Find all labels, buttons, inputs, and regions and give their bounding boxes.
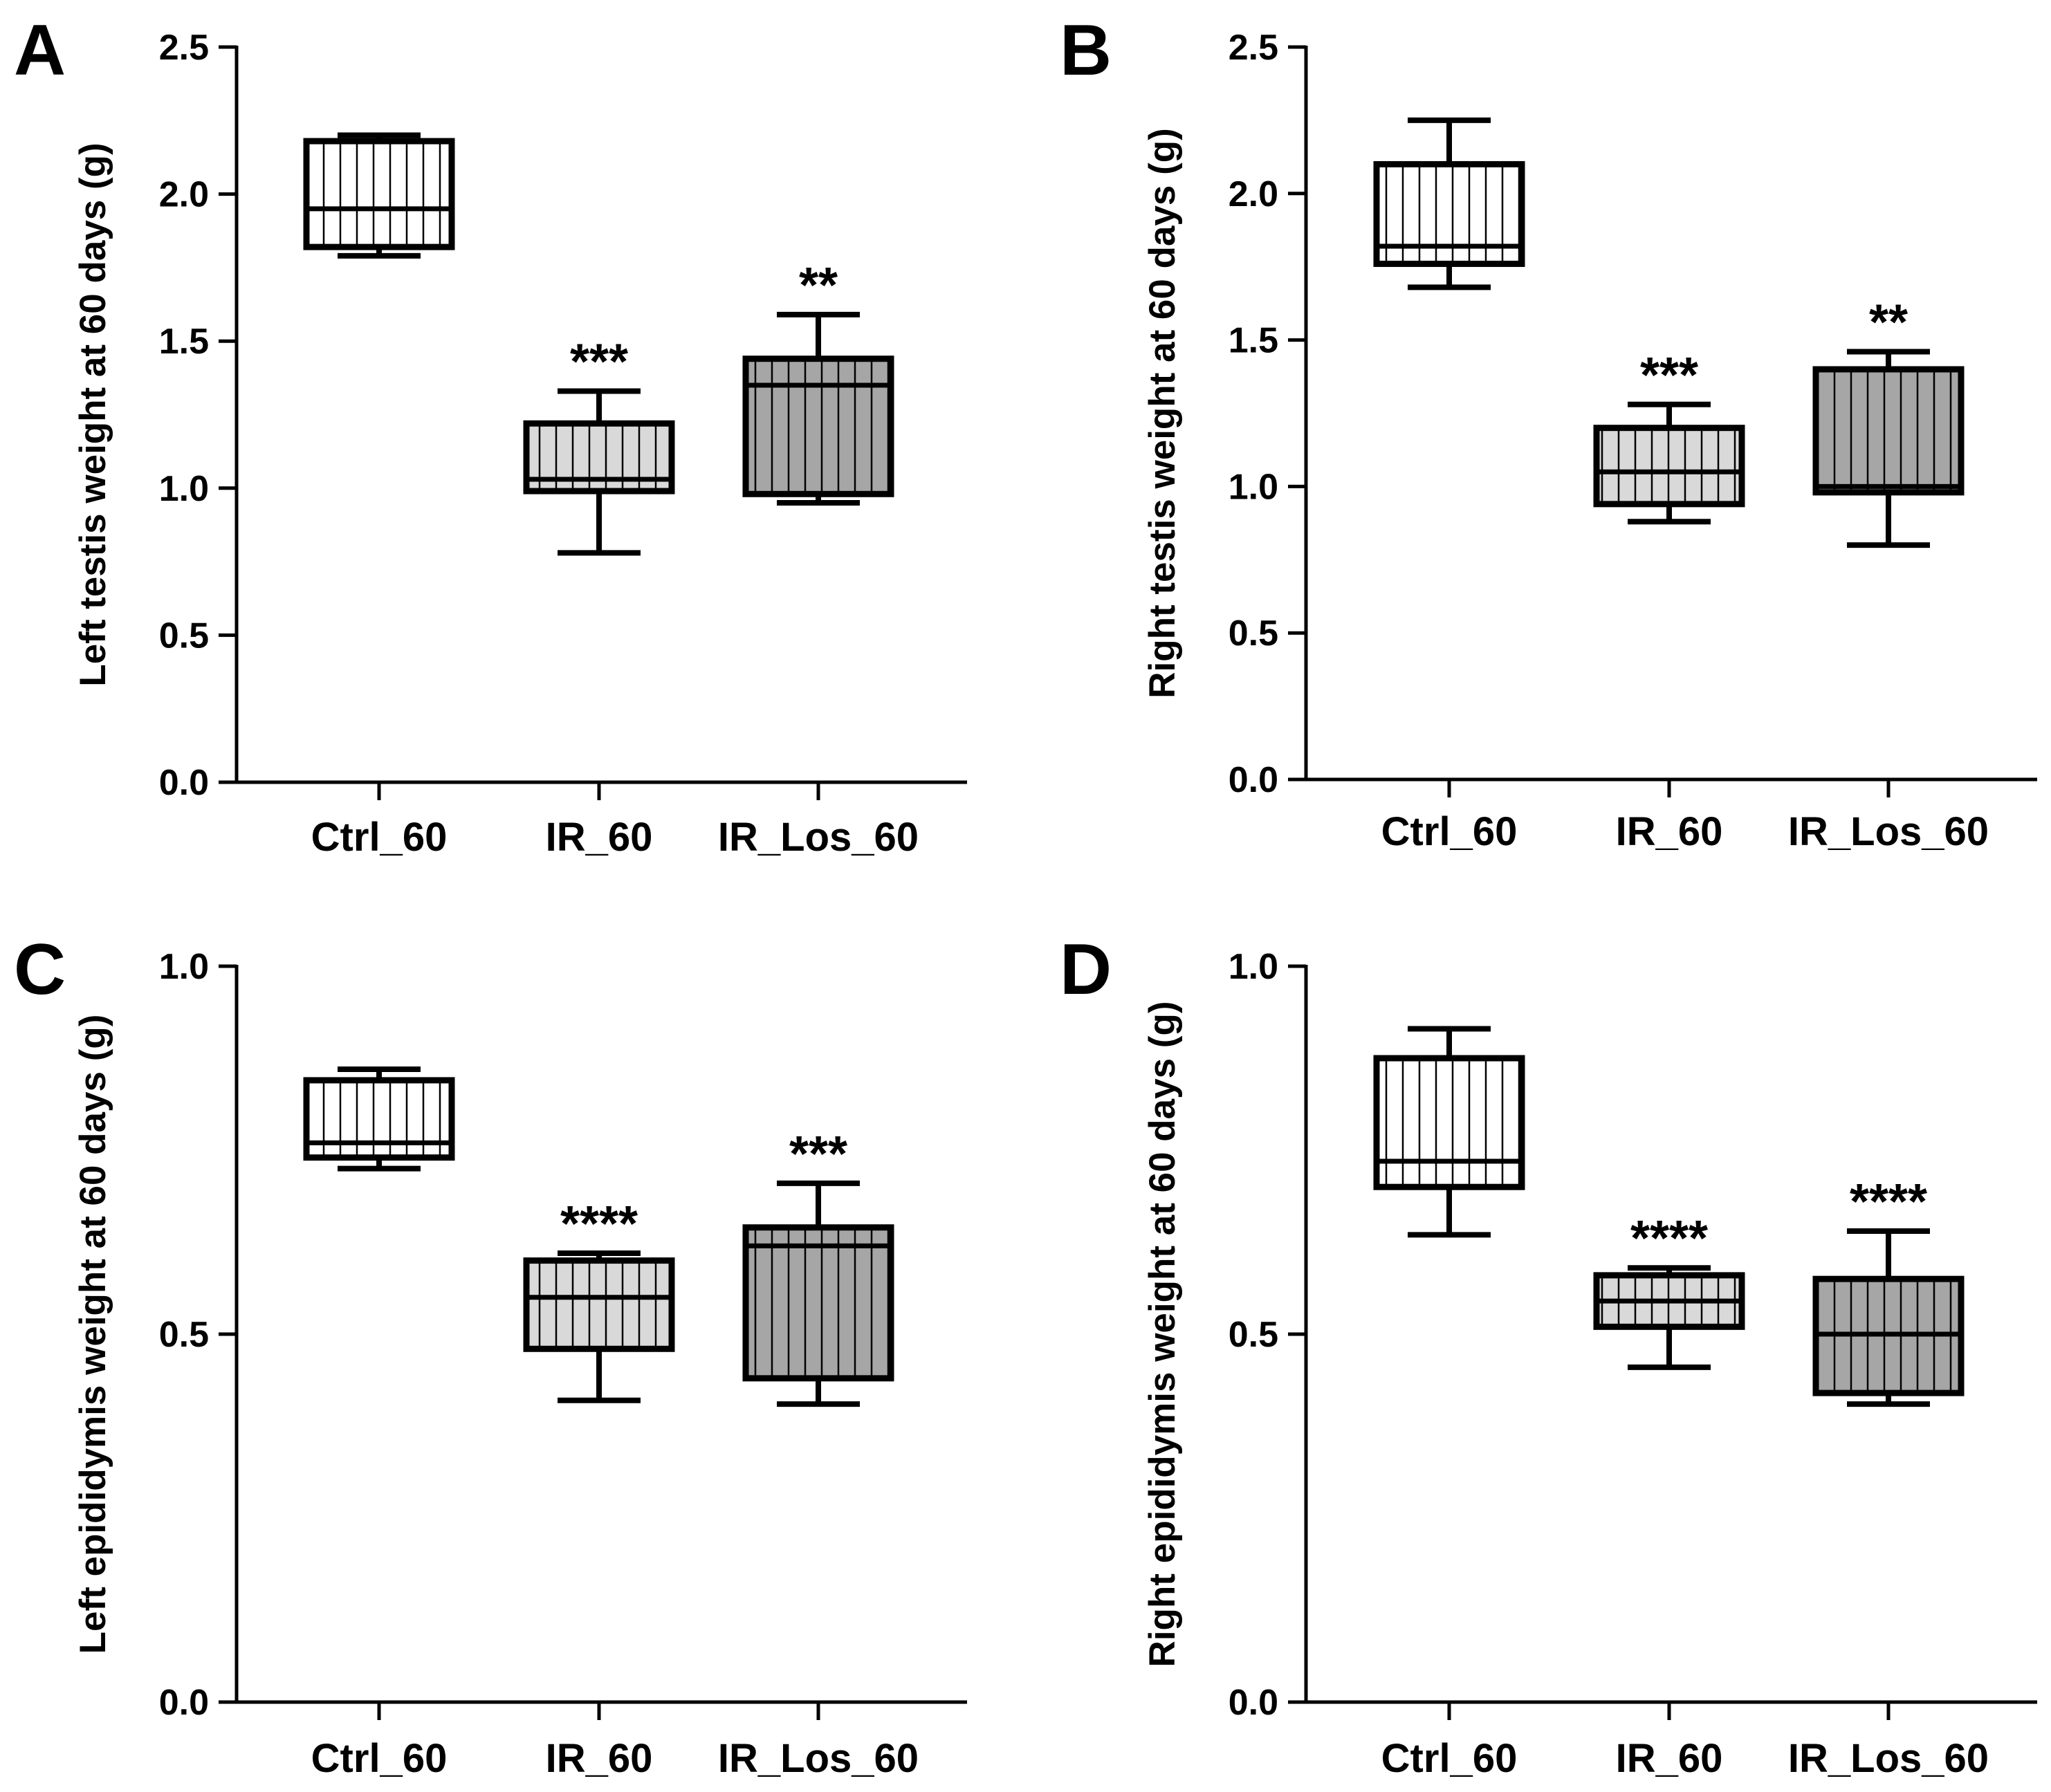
box-ctrl-60	[1373, 1026, 1525, 1238]
y-axis-title: Left testis weight at 60 days (g)	[73, 142, 113, 686]
y-tick-label: 0.5	[159, 1315, 209, 1355]
panel-letter: A	[14, 10, 66, 91]
x-tick-label: Ctrl_60	[1381, 1736, 1518, 1781]
iqr-box	[1373, 1055, 1525, 1190]
panel-b: B Right testis weight at 60 days (g) 0.0 0.…	[1060, 10, 2037, 854]
iqr-box	[523, 1257, 675, 1352]
y-tick-label: 2.5	[1229, 28, 1278, 68]
y-tick-label: 0.0	[1229, 760, 1278, 800]
significance-label: ****	[1850, 1174, 1927, 1230]
y-tick-label: 1.0	[159, 469, 209, 509]
iqr-box	[742, 1224, 894, 1382]
y-tick-label: 0.5	[1229, 1315, 1278, 1355]
box-ir-60: ***	[523, 334, 675, 556]
significance-label: **	[799, 258, 838, 313]
y-tick-label: 0.0	[159, 1683, 209, 1723]
x-tick-label: Ctrl_60	[1381, 809, 1518, 854]
panel-letter: B	[1060, 10, 1112, 91]
y-tick-label: 0.5	[159, 616, 209, 656]
box-ir-60: ****	[523, 1197, 675, 1403]
box-ctrl-60	[303, 132, 455, 259]
box-ir-los-60: **	[742, 258, 894, 506]
box-ir-los-60: ***	[742, 1127, 894, 1407]
iqr-box	[303, 138, 455, 250]
iqr-box	[303, 1077, 455, 1161]
y-tick-label: 1.0	[1229, 467, 1278, 507]
significance-label: ****	[1630, 1211, 1708, 1266]
y-tick-label: 0.0	[1229, 1683, 1278, 1723]
panel-letter: D	[1060, 930, 1112, 1010]
x-tick-label: IR_60	[1616, 809, 1723, 854]
y-tick-label: 0.5	[1229, 613, 1278, 654]
box-ctrl-60	[1373, 117, 1525, 290]
iqr-box	[1593, 425, 1745, 508]
panel-a: A Left testis weight at 60 days (g) 0.0 0.5…	[14, 10, 967, 860]
significance-label: ***	[570, 334, 628, 389]
y-tick-label: 1.0	[159, 947, 209, 987]
y-axis-title: Right epididymis weight at 60 days (g)	[1142, 1001, 1183, 1668]
x-tick-label: IR_Los_60	[718, 1736, 919, 1781]
iqr-box	[742, 355, 894, 497]
significance-label: **	[1869, 295, 1908, 351]
y-tick-label: 1.5	[159, 322, 209, 362]
y-axis-title: Left epididymis weight at 60 days (g)	[73, 1015, 113, 1654]
x-tick-label: Ctrl_60	[311, 815, 448, 860]
box-ir-60: ***	[1593, 348, 1745, 525]
x-tick-label: IR_Los_60	[1788, 1736, 1989, 1781]
y-tick-label: 2.0	[159, 175, 209, 215]
x-tick-label: Ctrl_60	[311, 1736, 448, 1781]
iqr-box	[1812, 366, 1965, 496]
box-ir-60: ****	[1593, 1211, 1745, 1370]
y-axis-title: Right testis weight at 60 days (g)	[1142, 128, 1183, 699]
significance-label: ****	[560, 1197, 638, 1252]
box-ir-los-60: **	[1812, 295, 1965, 548]
significance-label: ***	[789, 1127, 847, 1182]
x-tick-label: IR_Los_60	[1788, 809, 1989, 854]
y-tick-label: 2.5	[159, 28, 209, 68]
y-tick-label: 1.0	[1229, 947, 1278, 987]
panel-letter: C	[14, 930, 66, 1010]
x-tick-label: IR_Los_60	[718, 815, 919, 860]
x-tick-label: IR_60	[546, 815, 653, 860]
y-tick-label: 2.0	[1229, 174, 1278, 214]
iqr-box	[1373, 160, 1525, 267]
y-tick-label: 1.5	[1229, 321, 1278, 361]
x-tick-label: IR_60	[1616, 1736, 1723, 1781]
box-ir-los-60: ****	[1812, 1174, 1965, 1407]
panel-d: D Right epididymis weight at 60 days (g) 0…	[1060, 930, 2037, 1781]
box-ctrl-60	[303, 1066, 455, 1172]
y-tick-label: 0.0	[159, 763, 209, 803]
x-tick-label: IR_60	[546, 1736, 653, 1781]
significance-label: ***	[1640, 348, 1698, 403]
